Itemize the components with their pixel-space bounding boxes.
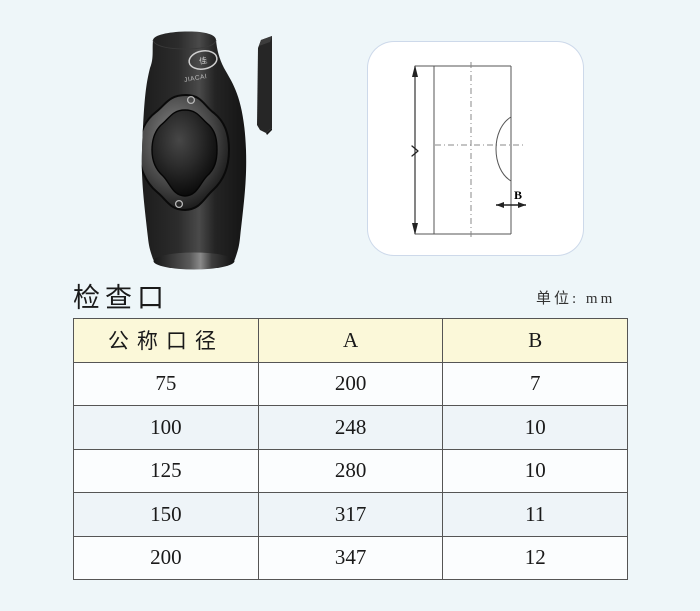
svg-text:佳: 佳	[198, 55, 208, 66]
svg-text:B: B	[514, 188, 522, 202]
